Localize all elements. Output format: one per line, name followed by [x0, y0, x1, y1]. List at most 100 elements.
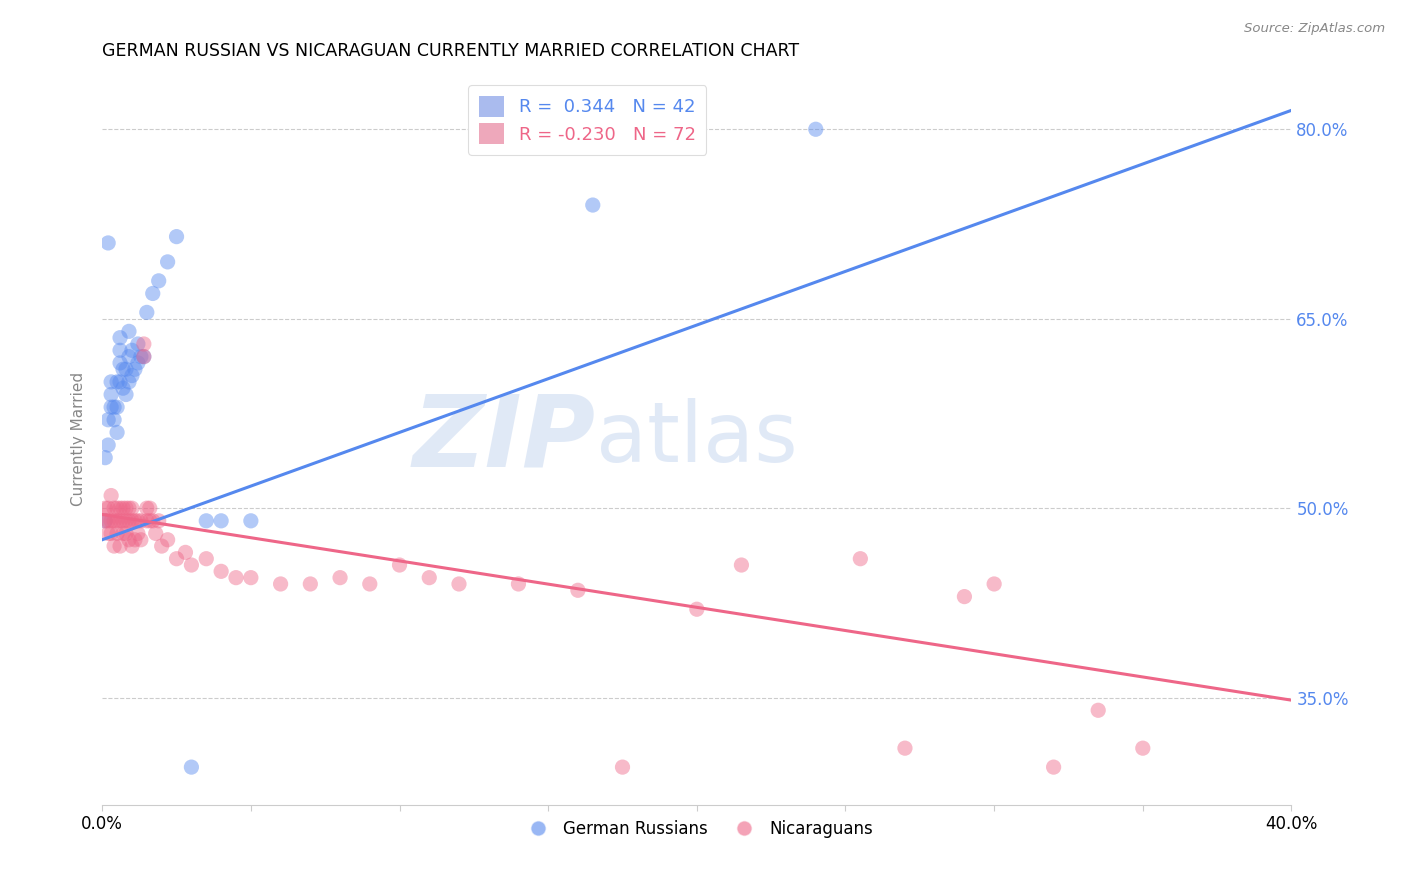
Point — [118, 514, 141, 528]
Point — [132, 350, 155, 364]
Point — [121, 514, 143, 528]
Point — [100, 526, 122, 541]
Point — [121, 501, 143, 516]
Point — [145, 526, 167, 541]
Point — [139, 514, 162, 528]
Point — [135, 305, 157, 319]
Point — [103, 501, 125, 516]
Point — [94, 514, 117, 528]
Point — [100, 400, 122, 414]
Point — [139, 501, 162, 516]
Point — [100, 514, 122, 528]
Point — [209, 514, 232, 528]
Point — [97, 235, 120, 250]
Point — [239, 571, 262, 585]
Point — [115, 501, 138, 516]
Point — [135, 514, 157, 528]
Point — [97, 526, 120, 541]
Point — [686, 602, 709, 616]
Point — [97, 514, 120, 528]
Point — [115, 514, 138, 528]
Point — [209, 565, 232, 579]
Point — [97, 501, 120, 516]
Point — [108, 343, 131, 358]
Point — [142, 514, 165, 528]
Point — [180, 558, 202, 572]
Point — [1042, 760, 1064, 774]
Point — [118, 375, 141, 389]
Point — [94, 514, 117, 528]
Point — [108, 356, 131, 370]
Point — [174, 545, 197, 559]
Point — [121, 368, 143, 383]
Point — [105, 400, 128, 414]
Point — [118, 501, 141, 516]
Point — [108, 514, 131, 528]
Point — [115, 387, 138, 401]
Point — [111, 501, 134, 516]
Point — [127, 356, 149, 370]
Point — [111, 362, 134, 376]
Point — [148, 274, 170, 288]
Text: ZIP: ZIP — [413, 390, 596, 487]
Point — [121, 343, 143, 358]
Point — [103, 413, 125, 427]
Point — [103, 539, 125, 553]
Point — [148, 514, 170, 528]
Point — [105, 501, 128, 516]
Point — [150, 539, 173, 553]
Point — [849, 551, 872, 566]
Point — [124, 514, 146, 528]
Point — [804, 122, 827, 136]
Point — [105, 425, 128, 440]
Point — [894, 741, 917, 756]
Point — [156, 533, 179, 547]
Point — [156, 255, 179, 269]
Point — [225, 571, 247, 585]
Text: atlas: atlas — [596, 398, 797, 479]
Point — [121, 539, 143, 553]
Point — [105, 514, 128, 528]
Point — [108, 539, 131, 553]
Point — [118, 324, 141, 338]
Text: Source: ZipAtlas.com: Source: ZipAtlas.com — [1244, 22, 1385, 36]
Point — [567, 583, 589, 598]
Point — [118, 350, 141, 364]
Point — [388, 558, 411, 572]
Point — [100, 375, 122, 389]
Point — [129, 533, 152, 547]
Point — [142, 286, 165, 301]
Text: GERMAN RUSSIAN VS NICARAGUAN CURRENTLY MARRIED CORRELATION CHART: GERMAN RUSSIAN VS NICARAGUAN CURRENTLY M… — [103, 42, 800, 60]
Point — [97, 413, 120, 427]
Point — [582, 198, 605, 212]
Point — [129, 514, 152, 528]
Point — [100, 387, 122, 401]
Point — [132, 350, 155, 364]
Point — [299, 577, 322, 591]
Point — [195, 551, 218, 566]
Point — [132, 337, 155, 351]
Point — [730, 558, 752, 572]
Point — [1087, 703, 1109, 717]
Point — [270, 577, 292, 591]
Point — [166, 551, 188, 566]
Point — [127, 526, 149, 541]
Point — [127, 514, 149, 528]
Point — [447, 577, 470, 591]
Point — [94, 450, 117, 465]
Point — [105, 526, 128, 541]
Point — [105, 375, 128, 389]
Point — [359, 577, 381, 591]
Point — [135, 501, 157, 516]
Point — [953, 590, 976, 604]
Point — [329, 571, 352, 585]
Point — [166, 229, 188, 244]
Point — [111, 381, 134, 395]
Y-axis label: Currently Married: Currently Married — [72, 372, 86, 506]
Point — [103, 514, 125, 528]
Point — [115, 362, 138, 376]
Point — [108, 501, 131, 516]
Point — [124, 362, 146, 376]
Point — [418, 571, 440, 585]
Point — [127, 337, 149, 351]
